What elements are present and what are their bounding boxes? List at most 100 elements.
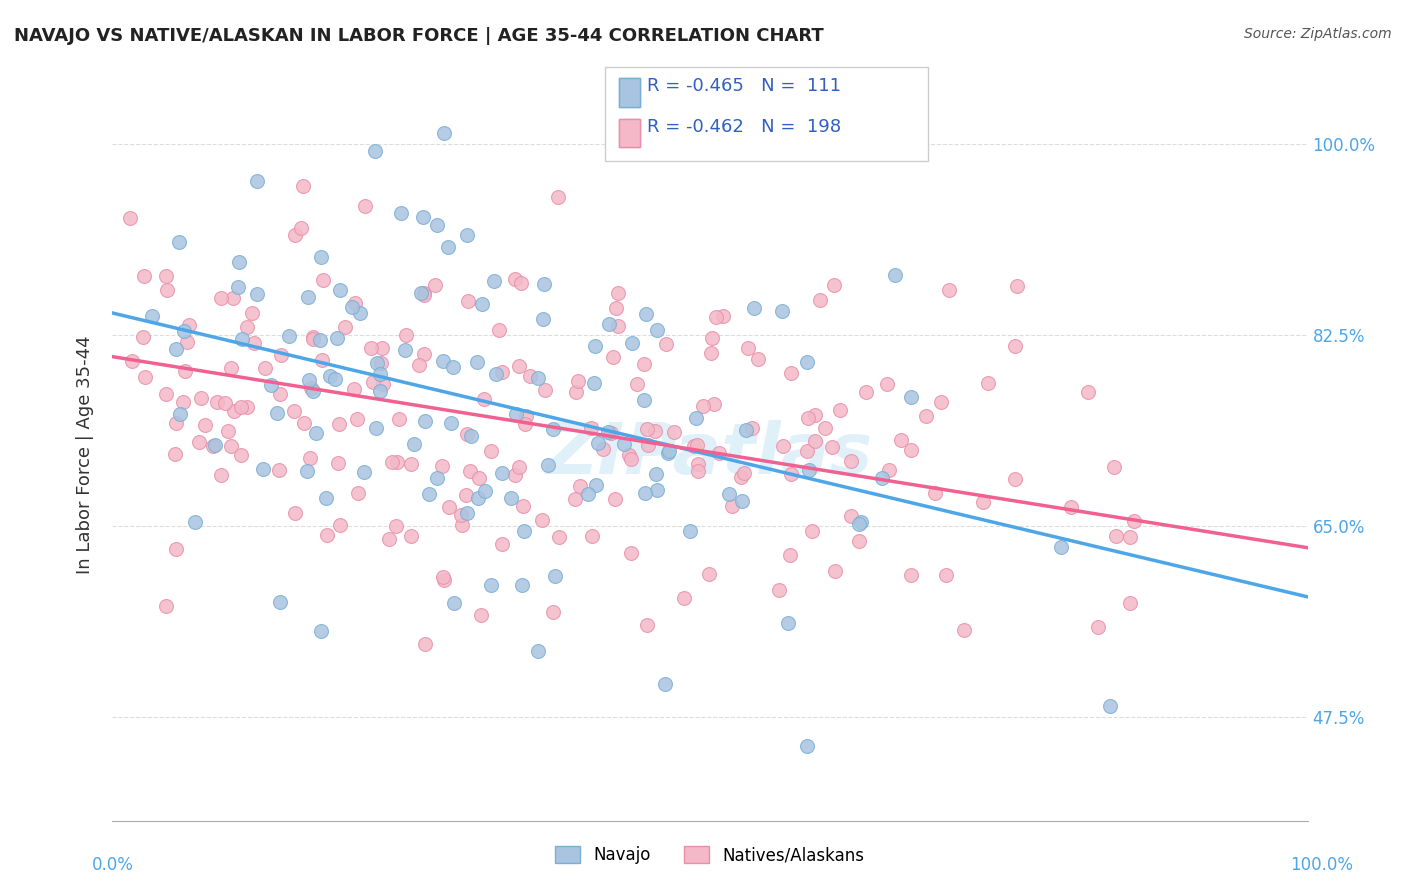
Natives/Alaskans: [737, 341, 759, 355]
Natives/Alaskans: [952, 623, 974, 637]
Natives/Alaskans: [156, 283, 179, 297]
Navajo: [613, 437, 636, 451]
Navajo: [228, 255, 250, 269]
Navajo: [433, 126, 456, 140]
Natives/Alaskans: [508, 359, 530, 373]
Text: R = -0.462   N =  198: R = -0.462 N = 198: [647, 118, 841, 136]
Navajo: [298, 373, 321, 387]
Y-axis label: In Labor Force | Age 35-44: In Labor Force | Age 35-44: [76, 335, 94, 574]
Navajo: [309, 334, 332, 348]
Natives/Alaskans: [329, 517, 352, 532]
Natives/Alaskans: [804, 434, 827, 449]
Natives/Alaskans: [488, 323, 510, 337]
Navajo: [633, 392, 655, 407]
Navajo: [731, 493, 754, 508]
Text: R = -0.465   N =  111: R = -0.465 N = 111: [647, 77, 841, 95]
Natives/Alaskans: [801, 524, 824, 538]
Natives/Alaskans: [1105, 529, 1128, 543]
Natives/Alaskans: [381, 455, 404, 469]
Navajo: [460, 428, 482, 442]
Natives/Alaskans: [855, 384, 877, 399]
Navajo: [204, 438, 226, 452]
Natives/Alaskans: [346, 412, 368, 426]
Natives/Alaskans: [395, 327, 418, 342]
Natives/Alaskans: [599, 426, 621, 441]
Navajo: [544, 568, 567, 582]
Navajo: [315, 491, 337, 505]
Natives/Alaskans: [768, 583, 790, 598]
Natives/Alaskans: [328, 417, 350, 431]
Navajo: [636, 307, 658, 321]
Natives/Alaskans: [254, 361, 277, 376]
Natives/Alaskans: [423, 277, 446, 292]
Navajo: [323, 372, 346, 386]
Natives/Alaskans: [772, 439, 794, 453]
Navajo: [394, 343, 416, 358]
Navajo: [481, 578, 503, 592]
Natives/Alaskans: [721, 500, 744, 514]
Natives/Alaskans: [451, 517, 474, 532]
Natives/Alaskans: [267, 463, 290, 477]
Navajo: [465, 355, 488, 369]
Natives/Alaskans: [121, 353, 143, 368]
Natives/Alaskans: [344, 296, 367, 310]
Natives/Alaskans: [214, 396, 236, 410]
Natives/Alaskans: [702, 331, 724, 345]
Natives/Alaskans: [134, 369, 156, 384]
Navajo: [295, 464, 318, 478]
Navajo: [742, 301, 765, 315]
Natives/Alaskans: [531, 512, 554, 526]
Navajo: [426, 218, 449, 232]
Navajo: [370, 367, 392, 381]
Navajo: [770, 303, 793, 318]
Natives/Alaskans: [1005, 279, 1028, 293]
Navajo: [647, 483, 669, 497]
Natives/Alaskans: [219, 439, 242, 453]
Navajo: [246, 174, 269, 188]
Natives/Alaskans: [814, 421, 837, 435]
Navajo: [165, 342, 187, 356]
Navajo: [537, 458, 560, 473]
Natives/Alaskans: [503, 272, 526, 286]
Navajo: [305, 425, 328, 440]
Navajo: [389, 206, 412, 220]
Natives/Alaskans: [284, 227, 307, 242]
Natives/Alaskans: [565, 384, 588, 399]
Navajo: [278, 329, 301, 343]
Navajo: [796, 355, 818, 369]
Navajo: [409, 286, 432, 301]
Natives/Alaskans: [179, 318, 201, 332]
Navajo: [471, 297, 494, 311]
Navajo: [870, 470, 893, 484]
Text: R = -0.462   N =  198: R = -0.462 N = 198: [647, 118, 841, 136]
Natives/Alaskans: [284, 506, 307, 520]
Navajo: [266, 406, 288, 420]
Natives/Alaskans: [472, 392, 495, 406]
Navajo: [527, 644, 550, 658]
Natives/Alaskans: [388, 411, 411, 425]
Natives/Alaskans: [433, 573, 456, 587]
Natives/Alaskans: [579, 421, 602, 435]
Natives/Alaskans: [290, 220, 312, 235]
Natives/Alaskans: [508, 459, 530, 474]
Navajo: [184, 515, 207, 529]
Natives/Alaskans: [354, 199, 377, 213]
Navajo: [440, 416, 463, 430]
Natives/Alaskans: [876, 377, 898, 392]
Navajo: [645, 323, 668, 337]
Natives/Alaskans: [519, 369, 541, 384]
Natives/Alaskans: [292, 179, 315, 194]
Navajo: [734, 424, 756, 438]
Natives/Alaskans: [808, 293, 831, 308]
Text: Source: ZipAtlas.com: Source: ZipAtlas.com: [1244, 27, 1392, 41]
Natives/Alaskans: [707, 445, 730, 459]
Natives/Alaskans: [1077, 384, 1099, 399]
Natives/Alaskans: [240, 306, 263, 320]
Navajo: [541, 422, 564, 436]
Natives/Alaskans: [361, 376, 384, 390]
Natives/Alaskans: [269, 386, 291, 401]
Natives/Alaskans: [299, 381, 322, 395]
Navajo: [402, 437, 425, 451]
Natives/Alaskans: [312, 273, 335, 287]
Natives/Alaskans: [503, 467, 526, 482]
